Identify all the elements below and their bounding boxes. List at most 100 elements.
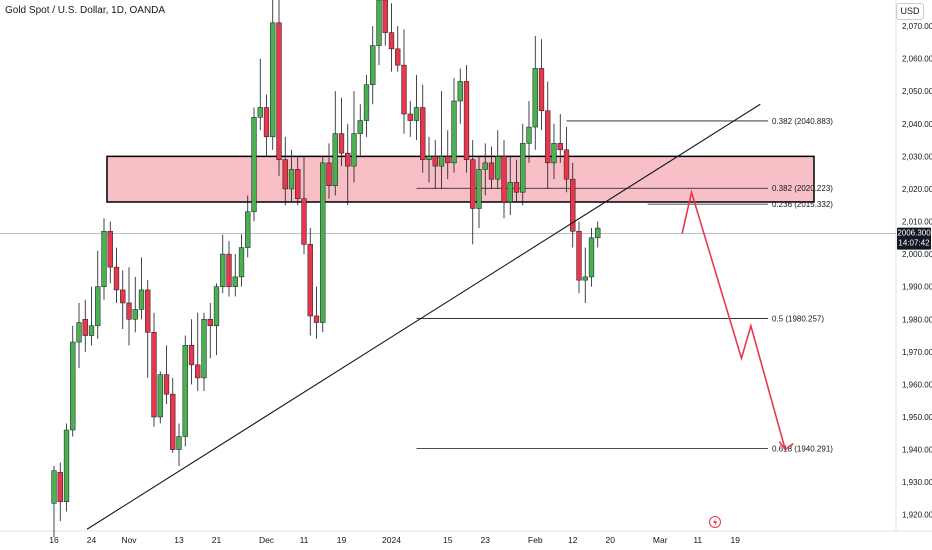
candle-body: [557, 143, 563, 151]
candle-body: [76, 322, 82, 343]
x-tick-label: Nov: [121, 535, 137, 545]
candle-body: [145, 289, 151, 333]
y-tick-label: 1,920.000: [902, 511, 932, 520]
y-tick-label: 1,930.000: [902, 478, 932, 487]
candle-body: [232, 276, 238, 287]
projection-arrowhead: [778, 441, 794, 451]
fib-level-label: 0.5 (1980.257): [772, 314, 824, 323]
candle-body: [382, 0, 388, 33]
x-tick-label: 11: [693, 535, 702, 545]
candle-body: [320, 162, 326, 323]
candle-body: [332, 133, 338, 186]
candle-body: [138, 289, 145, 310]
candle-body: [82, 319, 88, 336]
y-tick-label: 2,050.000: [902, 87, 932, 96]
candle-body: [363, 84, 370, 121]
candle-body: [445, 156, 451, 164]
candle-body: [482, 162, 488, 170]
candle-body: [295, 169, 301, 199]
y-tick-label: 2,010.000: [902, 218, 932, 227]
candle-body: [501, 156, 507, 203]
candle-body: [551, 143, 557, 164]
candle-body: [563, 149, 570, 180]
candle-body: [420, 107, 426, 160]
candle-body: [413, 107, 420, 121]
candle-body: [351, 133, 357, 167]
candle-body: [357, 120, 363, 134]
resistance-zone: [106, 155, 815, 203]
candle-body: [288, 169, 295, 190]
candle-body: [57, 472, 63, 502]
y-tick-label: 2,030.000: [902, 152, 932, 161]
y-tick-label: 1,950.000: [902, 413, 932, 422]
price-tag-box: [897, 227, 931, 250]
candle-body: [157, 374, 163, 418]
candle-body: [151, 332, 157, 418]
x-tick-label: 19: [731, 535, 741, 545]
x-tick-label: 12: [568, 535, 578, 545]
x-tick-label: 19: [337, 535, 347, 545]
x-tick-label: 16: [49, 535, 59, 545]
candle-body: [107, 231, 113, 268]
candle-body: [182, 345, 188, 437]
candle-body: [188, 345, 195, 366]
candle-body: [470, 159, 476, 209]
candle-body: [438, 156, 445, 167]
candle-body: [163, 374, 170, 395]
candle-body: [370, 45, 376, 85]
y-tick-label: 1,990.000: [902, 283, 932, 292]
candle-body: [120, 289, 126, 304]
x-tick-label: 20: [606, 535, 616, 545]
candle-body: [401, 64, 407, 115]
candle-body: [51, 470, 57, 504]
candle-body: [207, 319, 213, 327]
x-tick-label: 13: [174, 535, 184, 545]
price-tag-countdown: 14:07:42: [898, 239, 930, 248]
candle-body: [576, 231, 582, 281]
candle-body: [345, 152, 351, 167]
candle-body: [257, 107, 263, 118]
candle-body: [526, 126, 532, 144]
candle-body: [301, 198, 307, 245]
candle-body: [226, 253, 232, 287]
x-tick-label: Feb: [528, 535, 543, 545]
y-tick-label: 2,020.000: [902, 185, 932, 194]
candle-body: [101, 231, 107, 287]
candle-body: [251, 117, 257, 212]
candle-body: [263, 107, 270, 138]
candle-body: [395, 48, 401, 66]
x-tick-label: 2024: [382, 535, 401, 545]
candle-body: [451, 100, 457, 164]
ascending-trendline: [86, 103, 761, 530]
candle-body: [376, 0, 382, 46]
y-tick-label: 2,070.000: [902, 22, 932, 31]
candle-body: [70, 341, 76, 431]
candle-body: [195, 364, 201, 379]
currency-button[interactable]: USD: [896, 3, 924, 20]
candle-body: [63, 429, 70, 502]
candle-body: [463, 81, 470, 160]
candle-body: [457, 81, 463, 102]
candle-body: [276, 22, 282, 160]
fib-level-label: 0.382 (2020.223): [772, 184, 833, 193]
candle-body: [570, 178, 576, 232]
y-tick-label: 1,970.000: [902, 348, 932, 357]
candle-body: [582, 276, 588, 281]
candle-body: [270, 22, 276, 138]
candle-body: [426, 156, 432, 160]
y-tick-label: 1,940.000: [902, 446, 932, 455]
y-tick-label: 1,980.000: [902, 315, 932, 324]
candle-body: [326, 162, 332, 186]
candle-body: [282, 159, 288, 190]
candle-body: [476, 169, 482, 209]
candle-body: [338, 133, 345, 154]
x-tick-label: 23: [481, 535, 491, 545]
fib-level-label: 0.236 (2015.332): [772, 200, 833, 209]
candle-body: [407, 113, 413, 121]
candle-body: [220, 253, 226, 287]
candle-body: [595, 227, 601, 239]
candle-body: [388, 32, 395, 50]
price-tag-value: 2006.300: [897, 229, 931, 238]
fib-level-label: 0.382 (2040.883): [772, 117, 833, 126]
